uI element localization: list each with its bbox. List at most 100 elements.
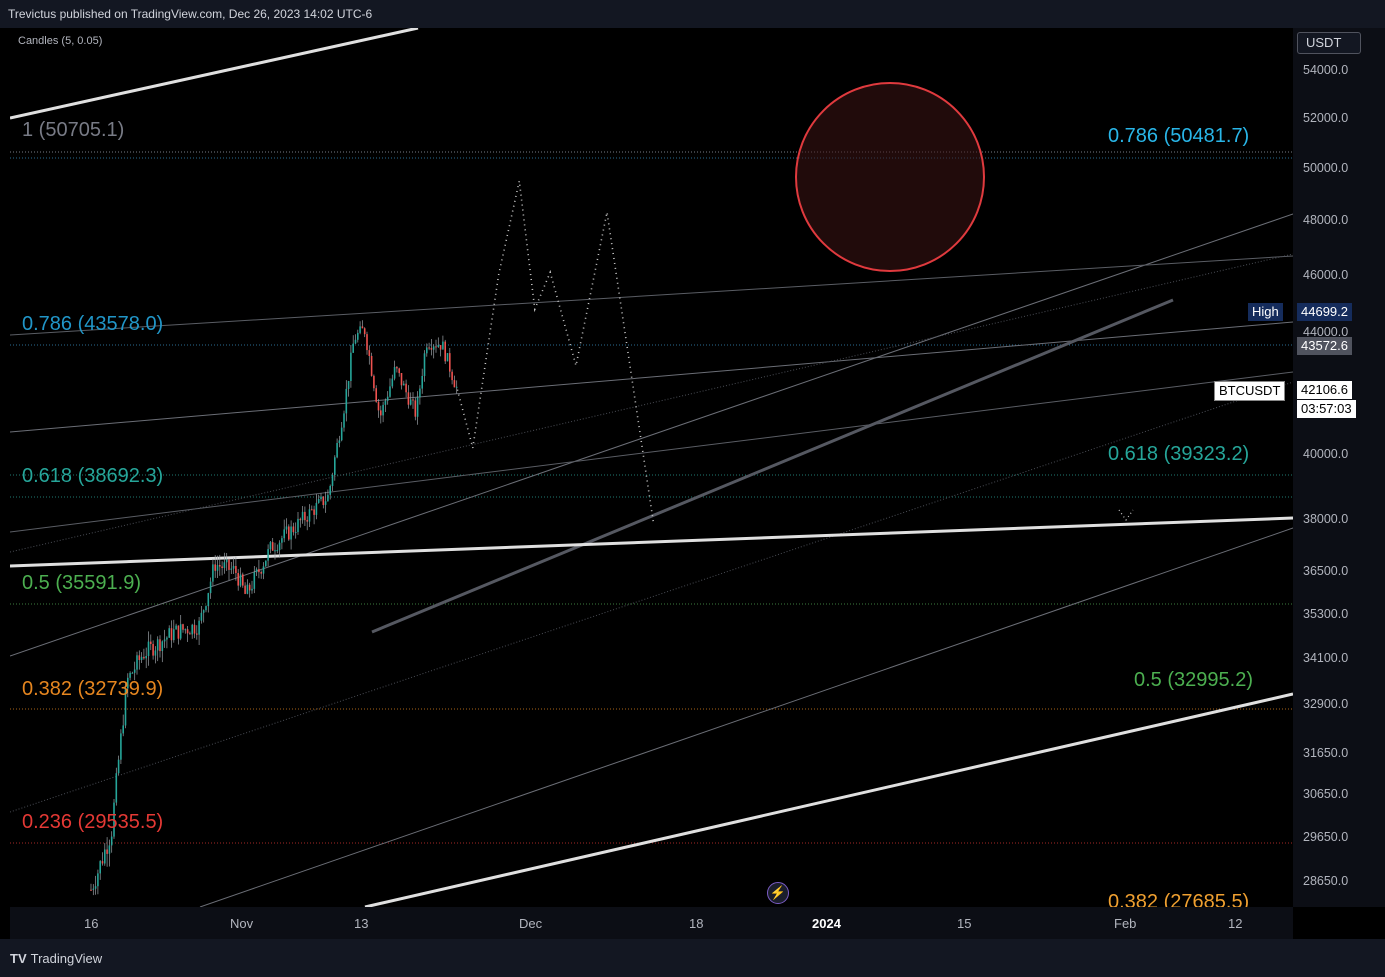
candle-body (143, 656, 145, 659)
candle-body (409, 399, 412, 405)
fib-label-left: 0.618 (38692.3) (22, 465, 164, 487)
candle-body (219, 565, 221, 567)
candle-body (435, 346, 437, 348)
candle-body (138, 655, 141, 660)
candle-body (267, 549, 269, 561)
candle-body (426, 347, 428, 354)
candle-body (228, 559, 230, 570)
candle-body (455, 386, 458, 388)
candle-body (175, 625, 177, 630)
candle-body (179, 624, 182, 639)
candle-body (437, 345, 440, 347)
tradingview-logo[interactable]: TV TradingView (10, 951, 102, 966)
indicator-label: Candles (5, 0.05) (18, 35, 103, 47)
candle-body (386, 396, 389, 401)
candle-body (253, 572, 256, 589)
price-tick: 32900.0 (1303, 697, 1349, 711)
candle-body (391, 378, 394, 387)
candle-body (230, 568, 233, 570)
time-axis[interactable] (10, 907, 1293, 939)
candle-body (412, 399, 414, 401)
candle-body (154, 650, 157, 656)
candle-body (306, 520, 308, 522)
candle-series (90, 320, 458, 896)
candle-body (265, 560, 267, 567)
candle-body (90, 889, 92, 891)
candle-body (237, 573, 239, 586)
fib-label-right: 0.5 (32995.2) (1134, 669, 1253, 691)
chart-area[interactable] (10, 28, 1293, 907)
price-tick: 52000.0 (1303, 111, 1349, 125)
channel-line-6 (10, 381, 1293, 813)
candle-body (184, 629, 187, 631)
candle-body (361, 326, 364, 329)
candle-body (101, 861, 104, 864)
time-tick: Dec (519, 916, 543, 931)
tv-logo-icon: TV (10, 951, 27, 966)
candle-body (292, 526, 295, 533)
time-tick: 16 (84, 916, 99, 931)
candle-body (255, 569, 258, 573)
fib-levels (10, 151, 1293, 844)
currency-button[interactable]: USDT (1297, 32, 1361, 54)
price-axis[interactable] (1293, 28, 1385, 907)
candle-body (166, 637, 168, 640)
horizontal-white-line (10, 516, 1293, 568)
candle-body (140, 656, 143, 660)
candle-body (92, 888, 95, 890)
candle-body (223, 562, 226, 568)
candle-body (202, 610, 205, 613)
candle-body (258, 569, 260, 573)
candle-body (313, 509, 315, 515)
upper-white-line (10, 28, 419, 120)
fib-label-right: 0.786 (50481.7) (1108, 125, 1250, 147)
candle-body (200, 612, 203, 621)
candle-body (152, 644, 154, 656)
major-trendlines (10, 28, 1293, 907)
price-tick: 40000.0 (1303, 447, 1349, 461)
candle-body (384, 400, 387, 405)
candle-body (145, 656, 147, 659)
support-trendline (371, 298, 1174, 634)
candle-body (97, 873, 99, 887)
lightning-icon[interactable]: ⚡ (767, 882, 789, 904)
candle-body (377, 401, 380, 411)
candle-body (283, 529, 285, 539)
candle-body (405, 383, 407, 393)
candle-body (186, 629, 189, 634)
candle-body (274, 550, 276, 552)
candle-body (398, 368, 400, 374)
price-tick: 31650.0 (1303, 746, 1349, 760)
candle-body (357, 332, 359, 340)
price-tick: 34100.0 (1303, 651, 1349, 665)
candle-body (336, 443, 338, 458)
candle-body (278, 542, 281, 551)
channel-line-5 (10, 253, 1293, 553)
candle-body (251, 588, 253, 591)
candle-body (198, 620, 200, 635)
candle-body (269, 542, 272, 550)
candle-body (110, 836, 113, 846)
candle-body (294, 532, 297, 533)
time-tick: 2024 (812, 916, 841, 931)
candle-body (159, 639, 161, 652)
candle-body (177, 625, 180, 639)
candle-body (133, 669, 136, 673)
candle-body (419, 388, 421, 398)
candle-body (428, 347, 430, 349)
fib-label-right: 0.618 (39323.2) (1108, 443, 1250, 465)
candle-body (327, 494, 329, 502)
candle-body (396, 367, 398, 369)
candle-body (191, 624, 193, 635)
candle-body (343, 413, 345, 428)
candle-body (414, 400, 417, 417)
candle-body (189, 633, 191, 635)
candle-body (320, 496, 322, 500)
fib-label-left: 0.382 (32739.9) (22, 678, 164, 700)
time-tick: 18 (689, 916, 704, 931)
candle-body (444, 341, 446, 362)
candle-body (115, 773, 118, 803)
channel-line-1 (10, 213, 1293, 657)
candle-body (439, 345, 442, 350)
